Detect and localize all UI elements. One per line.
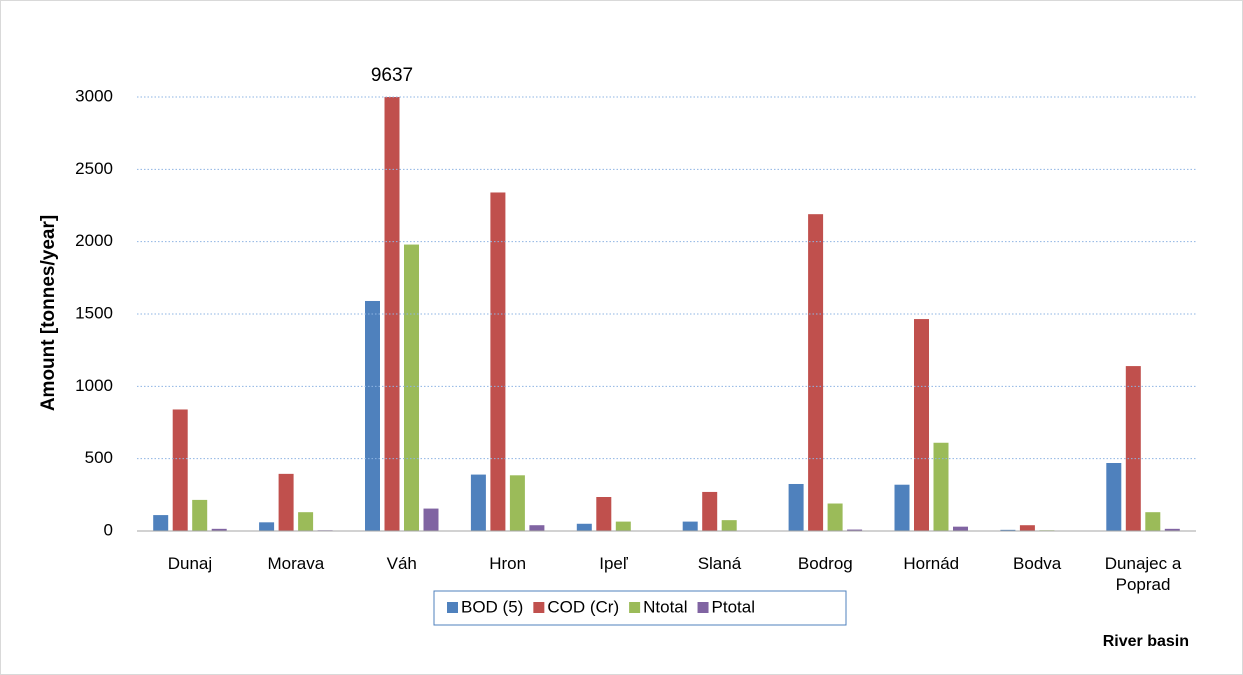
- bar: [596, 497, 612, 531]
- bar: [259, 522, 275, 531]
- bar: [365, 300, 380, 531]
- x-tick-label: Ipeľ: [599, 554, 628, 573]
- legend-label: BOD (5): [461, 597, 523, 616]
- bar: [529, 525, 545, 531]
- legend-box: [433, 590, 847, 626]
- bar: [278, 473, 294, 531]
- bar: [933, 442, 949, 531]
- x-tick-label: Hron: [489, 554, 527, 573]
- bar: [192, 499, 208, 531]
- y-axis-title: Amount [tonnes/year]: [38, 215, 59, 411]
- bar: [827, 503, 843, 531]
- x-tick-label: Bodrog: [797, 554, 853, 573]
- bar: [423, 508, 439, 531]
- bar: [702, 491, 718, 531]
- bar: [211, 528, 227, 531]
- y-tick-label: 500: [85, 448, 113, 467]
- legend-swatch: [697, 602, 709, 613]
- bar: [682, 521, 698, 531]
- legend-label: Ptotal: [712, 597, 755, 616]
- bar: [1019, 525, 1035, 531]
- y-tick-label: 2500: [75, 159, 113, 178]
- y-tick-label: 3000: [75, 86, 113, 105]
- x-tick-label: Dunajec a Poprad: [1104, 554, 1182, 594]
- bar: [576, 523, 592, 531]
- x-tick-label: Slaná: [697, 554, 742, 573]
- bar: [914, 319, 929, 531]
- bar: [509, 475, 525, 531]
- x-tick-label: Hornád: [903, 554, 960, 573]
- bar: [298, 512, 314, 531]
- bar: [788, 483, 804, 531]
- bar: [894, 484, 910, 531]
- x-tick-label: Dunaj: [167, 554, 213, 573]
- bar: [847, 529, 863, 531]
- y-tick-label: 0: [104, 520, 113, 539]
- y-tick-label: 1500: [75, 303, 113, 322]
- bar: [808, 214, 824, 531]
- bar: [470, 474, 486, 531]
- bar: [721, 520, 737, 531]
- bar: [1106, 463, 1122, 531]
- y-tick-label: 2000: [75, 231, 113, 250]
- legend-label: Ntotal: [643, 597, 687, 616]
- clipped-value-label: 9637: [371, 65, 413, 86]
- x-tick-label: Váh: [386, 554, 417, 573]
- bar: [172, 409, 188, 531]
- bar: [1145, 512, 1161, 531]
- bar: [153, 515, 169, 531]
- legend-swatch: [447, 602, 458, 613]
- y-tick-label: 1000: [75, 376, 113, 395]
- bar: [384, 97, 400, 532]
- bar: [953, 526, 968, 531]
- legend-swatch: [533, 602, 545, 613]
- bar: [404, 244, 419, 531]
- legend-label: COD (Cr): [547, 597, 619, 616]
- legend-swatch: [629, 602, 641, 613]
- x-tick-label: Morava: [267, 554, 325, 573]
- bar: [1000, 529, 1016, 531]
- bar: [1164, 528, 1180, 531]
- bar: [1125, 366, 1141, 531]
- bars: [153, 97, 1180, 532]
- x-axis-title: River basin: [1103, 633, 1189, 650]
- x-tick-label: Bodva: [1013, 554, 1062, 573]
- bar: [490, 192, 506, 532]
- bar: [615, 521, 631, 531]
